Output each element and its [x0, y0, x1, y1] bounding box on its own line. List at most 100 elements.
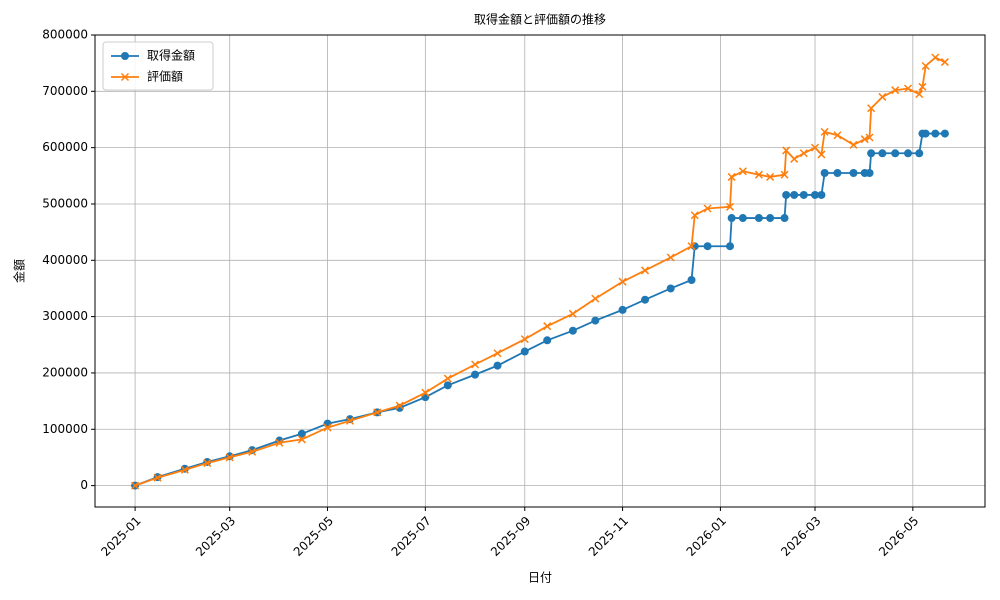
- point-marker: [782, 190, 791, 199]
- point-marker: [666, 253, 675, 262]
- point-marker: [833, 131, 842, 140]
- x-tick-label: 2025-11: [586, 514, 631, 559]
- point-marker: [297, 435, 306, 444]
- point-marker: [918, 82, 927, 91]
- point-marker: [865, 133, 874, 142]
- point-marker: [811, 190, 820, 199]
- y-tick-label: 0: [80, 478, 88, 492]
- point-marker: [591, 316, 600, 325]
- x-tick-label: 2026-05: [876, 514, 921, 559]
- point-marker: [153, 473, 162, 482]
- point-marker: [931, 53, 940, 62]
- point-marker: [820, 127, 829, 136]
- point-marker: [180, 465, 189, 474]
- legend-label: 評価額: [147, 69, 183, 84]
- point-marker: [443, 374, 452, 383]
- x-tick-label: 2025-05: [291, 514, 336, 559]
- point-marker: [891, 149, 900, 158]
- point-marker: [641, 295, 650, 304]
- point-marker: [225, 453, 234, 462]
- point-marker: [790, 154, 799, 163]
- point-marker: [867, 149, 876, 158]
- y-tick-label: 200000: [42, 365, 88, 379]
- point-marker: [754, 170, 763, 179]
- point-marker: [865, 168, 874, 177]
- point-marker: [780, 214, 789, 223]
- point-marker: [903, 84, 913, 93]
- point-marker: [131, 481, 140, 490]
- point-marker: [738, 167, 747, 176]
- point-marker: [817, 190, 826, 199]
- point-marker: [725, 202, 735, 211]
- point-marker: [878, 92, 887, 101]
- point-marker: [810, 143, 820, 152]
- point-marker: [703, 204, 712, 213]
- point-marker: [568, 309, 577, 318]
- x-tick-label: 2026-01: [684, 514, 729, 559]
- point-marker: [297, 429, 306, 438]
- legend-label: 取得金額: [147, 48, 195, 63]
- point-marker: [790, 190, 799, 199]
- point-marker: [780, 170, 789, 179]
- legend-marker: [121, 52, 129, 60]
- y-tick-label: 100000: [42, 422, 88, 436]
- point-marker: [766, 172, 775, 181]
- point-marker: [275, 438, 284, 447]
- point-marker: [833, 168, 842, 177]
- series-line: [134, 132, 945, 487]
- point-marker: [799, 190, 808, 199]
- point-marker: [471, 360, 480, 369]
- point-marker: [543, 336, 552, 345]
- point-marker: [421, 388, 430, 397]
- legend-marker: [120, 72, 130, 82]
- point-marker: [754, 214, 763, 223]
- point-marker: [867, 104, 876, 113]
- point-marker: [203, 459, 212, 468]
- point-marker: [493, 361, 502, 370]
- y-tick-label: 700000: [42, 84, 88, 98]
- point-marker: [799, 149, 808, 158]
- series-line: [134, 56, 946, 487]
- point-marker: [727, 172, 736, 181]
- point-marker: [395, 401, 404, 410]
- point-marker: [817, 150, 826, 159]
- point-marker: [248, 447, 257, 456]
- point-marker: [323, 423, 332, 432]
- point-marker: [878, 149, 887, 158]
- point-marker: [687, 276, 696, 285]
- x-tick-label: 2025-01: [98, 514, 143, 559]
- point-marker: [703, 242, 712, 251]
- point-marker: [921, 129, 930, 138]
- point-marker: [568, 326, 577, 335]
- y-tick-label: 400000: [42, 253, 88, 267]
- plot-frame: [94, 34, 986, 508]
- point-marker: [471, 370, 480, 379]
- point-marker: [443, 381, 452, 390]
- point-marker: [849, 168, 858, 177]
- point-marker: [687, 242, 696, 251]
- chart-title: 取得金額と評価額の推移: [474, 12, 606, 27]
- point-marker: [915, 90, 924, 99]
- y-tick-label: 500000: [42, 196, 88, 210]
- point-marker: [641, 266, 650, 275]
- x-tick-label: 2025-07: [389, 514, 434, 559]
- x-tick-label: 2025-03: [193, 514, 238, 559]
- point-marker: [727, 214, 736, 223]
- point-marker: [820, 168, 829, 177]
- y-axis-label: 金額: [12, 259, 27, 283]
- point-marker: [520, 347, 529, 356]
- point-marker: [766, 214, 775, 223]
- point-marker: [520, 335, 529, 344]
- point-marker: [849, 140, 858, 149]
- point-marker: [345, 416, 355, 425]
- x-axis-label: 日付: [528, 571, 552, 585]
- point-marker: [690, 211, 699, 220]
- point-marker: [891, 86, 900, 95]
- y-tick-label: 800000: [42, 28, 88, 42]
- point-marker: [940, 129, 949, 138]
- point-marker: [618, 305, 627, 314]
- y-tick-label: 600000: [42, 140, 88, 154]
- point-marker: [666, 284, 675, 293]
- point-marker: [904, 149, 913, 158]
